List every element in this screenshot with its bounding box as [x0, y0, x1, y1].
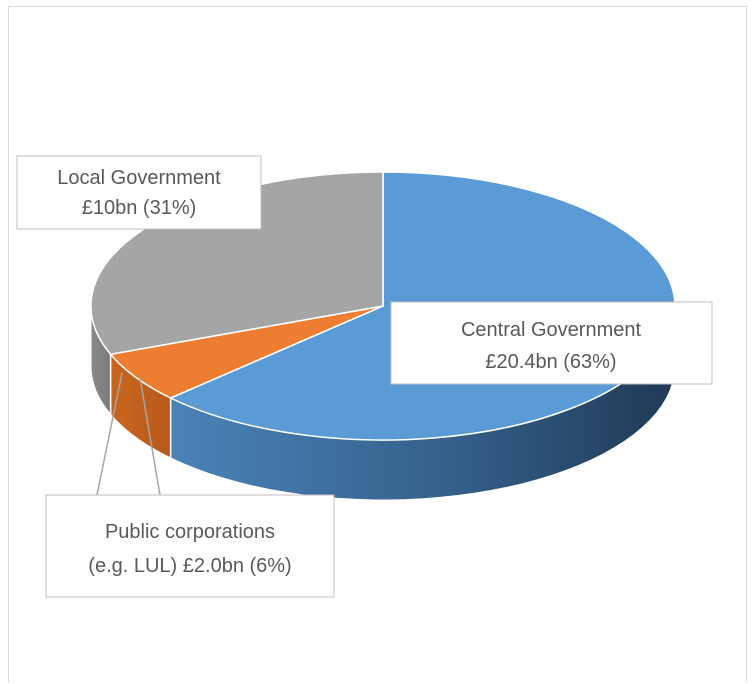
label-public-corporations: Public corporations (e.g. LUL) £2.0bn (6…: [45, 494, 335, 598]
label-local-line1: Local Government: [57, 167, 221, 189]
label-public-line2: (e.g. LUL) £2.0bn (6%): [88, 555, 291, 577]
leader-line-public-2: [139, 377, 161, 496]
label-central-government: Central Government £20.4bn (63%): [390, 301, 713, 385]
label-central-line2: £20.4bn (63%): [485, 351, 616, 373]
label-local-line2: £10bn (31%): [82, 197, 197, 219]
label-public-line1: Public corporations: [105, 521, 275, 543]
label-central-line1: Central Government: [461, 319, 642, 341]
label-local-government: Local Government £10bn (31%): [16, 155, 262, 230]
leader-line-public-1: [96, 372, 123, 496]
